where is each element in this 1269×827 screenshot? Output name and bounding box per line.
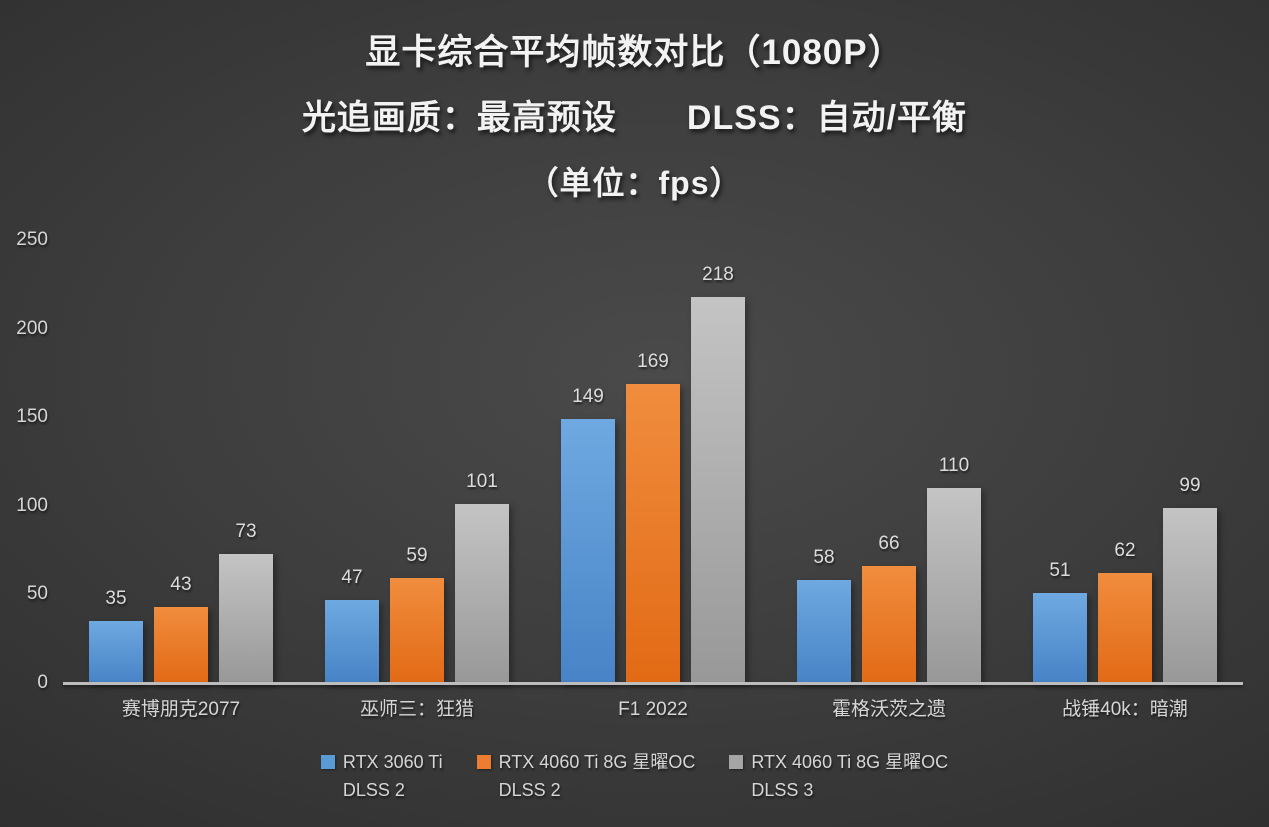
bar [154, 606, 208, 683]
chart-subtitle: 光追画质：最高预设 DLSS：自动/平衡 [301, 99, 968, 137]
legend-entry: RTX 4060 Ti 8G 星曜OC DLSS 2 [476, 748, 696, 804]
legend-label-line: DLSS 2 [498, 780, 561, 800]
bar [89, 620, 143, 683]
bar-value-label: 73 [235, 520, 257, 542]
legend-swatch [320, 755, 335, 769]
bar-value-label: 58 [813, 547, 835, 569]
legend-label-line: RTX 3060 Ti [342, 752, 443, 772]
legend-label-line: DLSS 3 [751, 780, 814, 800]
legend-entry: RTX 3060 Ti DLSS 2 [320, 748, 443, 804]
category-label: 战锤40k：暗潮 [1062, 699, 1188, 720]
y-tick-label: 150 [16, 406, 48, 428]
y-tick-label: 250 [16, 229, 48, 250]
category-label: 巫师三：狂猎 [359, 699, 474, 720]
y-tick-label: 50 [26, 583, 48, 605]
bar [325, 599, 379, 683]
bar [455, 504, 509, 683]
bar [390, 578, 444, 683]
bar-value-label: 66 [878, 533, 900, 555]
bar [1098, 573, 1152, 683]
bar [561, 418, 615, 683]
bar [1163, 507, 1217, 683]
legend-swatch [729, 755, 744, 769]
bar [797, 580, 851, 683]
bar [1033, 592, 1087, 683]
legend-label: RTX 4060 Ti 8G 星曜OC DLSS 2 [499, 748, 696, 804]
y-tick-label: 100 [16, 494, 48, 516]
bar-value-label: 51 [1049, 559, 1071, 581]
bar-value-label: 35 [105, 587, 127, 609]
bar-value-label: 62 [1114, 540, 1136, 562]
y-tick-label: 0 [37, 672, 48, 693]
legend-label-line: RTX 4060 Ti 8G 星曜OC [751, 752, 949, 772]
bar-value-label: 169 [637, 350, 669, 372]
legend-label: RTX 4060 Ti 8G 星曜OC DLSS 3 [751, 748, 948, 804]
y-tick-label: 200 [16, 317, 48, 339]
bar-value-label: 149 [572, 385, 604, 407]
legend: RTX 3060 Ti DLSS 2 RTX 4060 Ti 8G 星曜OC DLSS… [0, 748, 1269, 804]
bar [626, 383, 680, 683]
bar [862, 566, 916, 683]
legend-label-line: RTX 4060 Ti 8G 星曜OC [498, 752, 696, 772]
bar-value-label: 43 [170, 573, 192, 595]
bar-value-label: 99 [1179, 474, 1201, 496]
legend-label: RTX 3060 Ti DLSS 2 [343, 748, 443, 804]
chart-unit-label: （单位：fps） [526, 165, 743, 201]
category-label: 霍格沃茨之遗 [831, 699, 946, 720]
bar-value-label: 110 [938, 455, 970, 477]
bar-value-label: 59 [406, 545, 428, 567]
bar [927, 488, 981, 683]
x-axis-line [63, 682, 1243, 685]
legend-swatch [476, 755, 491, 769]
category-label: 赛博朋克2077 [121, 699, 241, 720]
bar-value-label: 218 [702, 263, 734, 285]
chart-title: 显卡综合平均帧数对比（1080P） [365, 33, 904, 72]
legend-label-line: DLSS 2 [342, 780, 405, 800]
legend-entry: RTX 4060 Ti 8G 星曜OC DLSS 3 [729, 748, 948, 804]
bar-value-label: 101 [466, 471, 498, 493]
bar [691, 296, 745, 683]
category-label: F1 2022 [618, 699, 688, 720]
bar-value-label: 47 [341, 566, 363, 588]
bar [219, 553, 273, 683]
